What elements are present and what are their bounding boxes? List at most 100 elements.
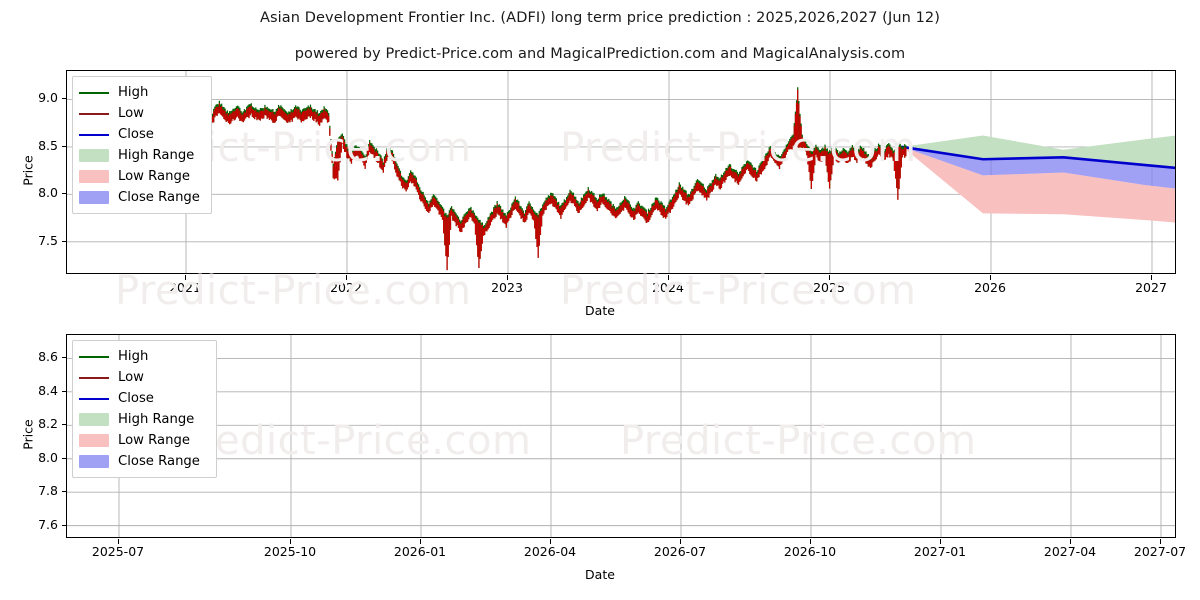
legend-item-label: Close Range [118, 453, 200, 469]
legend-item-label: Close Range [118, 189, 200, 205]
bottom-x-tick: 2026-10 [783, 544, 837, 559]
bottom-x-tick: 2026-01 [393, 544, 447, 559]
legend-item-label: Low Range [118, 168, 190, 184]
bottom-y-tickmark [62, 390, 67, 392]
legend-item-label: Low [118, 369, 144, 385]
top-plot-area [66, 70, 1176, 274]
top-x-axis-label: Date [585, 303, 615, 318]
legend-line-swatch [79, 355, 109, 358]
legend-item-label: High [118, 348, 149, 364]
bottom-x-tick: 2025-07 [91, 544, 145, 559]
bottom-y-tickmark [62, 457, 67, 459]
legend-item-label: High [118, 84, 149, 100]
bottom-x-tickmark [420, 539, 421, 544]
top-x-tick: 2024 [652, 280, 684, 295]
legend-patch-swatch [79, 413, 109, 426]
bottom-y-tickmark [62, 424, 67, 426]
legend-item-close[interactable]: Close [79, 124, 203, 145]
chart-title: Asian Development Frontier Inc. (ADFI) l… [259, 10, 941, 26]
top-x-tickmark [829, 275, 830, 280]
bottom-x-tick: 2027-07 [1133, 544, 1187, 559]
top-y-tickmark [62, 98, 67, 100]
top-x-tick: 2023 [491, 280, 523, 295]
top-x-tick: 2027 [1135, 280, 1167, 295]
legend-item-label: High Range [118, 147, 195, 163]
legend-line-swatch [79, 91, 109, 94]
bottom-x-tickmark [118, 539, 119, 544]
bottom-y-tick: 8.0 [38, 449, 58, 465]
bottom-y-tick: 7.6 [38, 516, 58, 532]
bottom-x-tickmark [810, 539, 811, 544]
bottom-x-tickmark [940, 539, 941, 544]
bottom-x-tickmark [1070, 539, 1071, 544]
legend-item-low[interactable]: Low [79, 103, 203, 124]
bottom-chart-legend: High Low Close High Range Low Range Close Ran… [72, 340, 217, 478]
bottom-x-tick: 2026-04 [523, 544, 577, 559]
bottom-x-axis-label: Date [585, 567, 615, 582]
top-y-tick: 8.0 [38, 185, 58, 201]
bottom-y-tickmark [62, 357, 67, 359]
bottom-x-tick: 2027-01 [913, 544, 967, 559]
bottom-plot-area [66, 334, 1176, 538]
bottom-x-tickmark [1160, 539, 1161, 544]
top-x-tick: 2025 [813, 280, 845, 295]
legend-patch-swatch [79, 149, 109, 162]
top-chart-legend: High Low Close High Range Low Range Close Ran… [72, 76, 212, 214]
chart-subtitle: powered by Predict-Price.com and Magical… [294, 46, 906, 62]
legend-item-close-range[interactable]: Close Range [79, 187, 203, 208]
legend-item-label: Close [118, 126, 154, 142]
top-x-tickmark [668, 275, 669, 280]
bottom-y-tickmark [62, 491, 67, 493]
legend-item-label: High Range [118, 411, 195, 427]
legend-item-high[interactable]: High [79, 82, 203, 103]
watermark-bottom-right: Predict-Price.com [620, 418, 977, 464]
watermark-top-right: Predict-Price.com [560, 125, 917, 171]
legend-line-swatch [79, 397, 109, 400]
top-y-tickmark [62, 193, 67, 195]
watermark-mid-right: Predict-Price.com [560, 268, 917, 314]
legend-item-low-range[interactable]: Low Range [79, 166, 203, 187]
bottom-y-tickmark [62, 524, 67, 526]
legend-patch-swatch [79, 170, 109, 183]
legend-item-label: Low [118, 105, 144, 121]
top-y-tickmark [62, 240, 67, 242]
top-x-tickmark [1151, 275, 1152, 280]
legend-item-label: Close [118, 390, 154, 406]
top-y-tick: 7.5 [38, 232, 58, 248]
top-x-tickmark [346, 275, 347, 280]
legend-item-close-range[interactable]: Close Range [79, 451, 208, 472]
legend-item-label: Low Range [118, 432, 190, 448]
bottom-y-tick: 8.4 [38, 382, 58, 398]
bottom-y-tick: 7.8 [38, 483, 58, 499]
watermark-bottom-left: Predict-Price.com [175, 418, 532, 464]
legend-item-low-range[interactable]: Low Range [79, 430, 208, 451]
bottom-y-tick: 8.6 [38, 349, 58, 365]
top-x-tick: 2022 [330, 280, 362, 295]
bottom-x-tickmark [290, 539, 291, 544]
close-forecast-line [901, 145, 1175, 170]
high-range-band [902, 135, 1175, 168]
legend-line-swatch [79, 376, 109, 379]
low-range-band [902, 146, 1175, 223]
top-x-tickmark [990, 275, 991, 280]
bottom-x-tick: 2027-04 [1043, 544, 1097, 559]
legend-item-high[interactable]: High [79, 346, 208, 367]
watermark-mid-left: Predict-Price.com [115, 268, 472, 314]
close-range-band [902, 146, 1175, 189]
legend-item-close[interactable]: Close [79, 388, 208, 409]
legend-item-low[interactable]: Low [79, 367, 208, 388]
legend-item-high-range[interactable]: High Range [79, 409, 208, 430]
bottom-x-tickmark [550, 539, 551, 544]
bottom-x-tickmark [680, 539, 681, 544]
top-y-tick: 8.5 [38, 137, 58, 153]
bottom-x-tick: 2026-07 [653, 544, 707, 559]
bottom-x-tick: 2025-10 [263, 544, 317, 559]
top-y-tick: 9.0 [38, 90, 58, 106]
legend-line-swatch [79, 112, 109, 115]
legend-patch-swatch [79, 191, 109, 204]
legend-item-high-range[interactable]: High Range [79, 145, 203, 166]
top-x-tickmark [507, 275, 508, 280]
legend-patch-swatch [79, 455, 109, 468]
top-y-tickmark [62, 145, 67, 147]
top-x-tick: 2026 [974, 280, 1006, 295]
